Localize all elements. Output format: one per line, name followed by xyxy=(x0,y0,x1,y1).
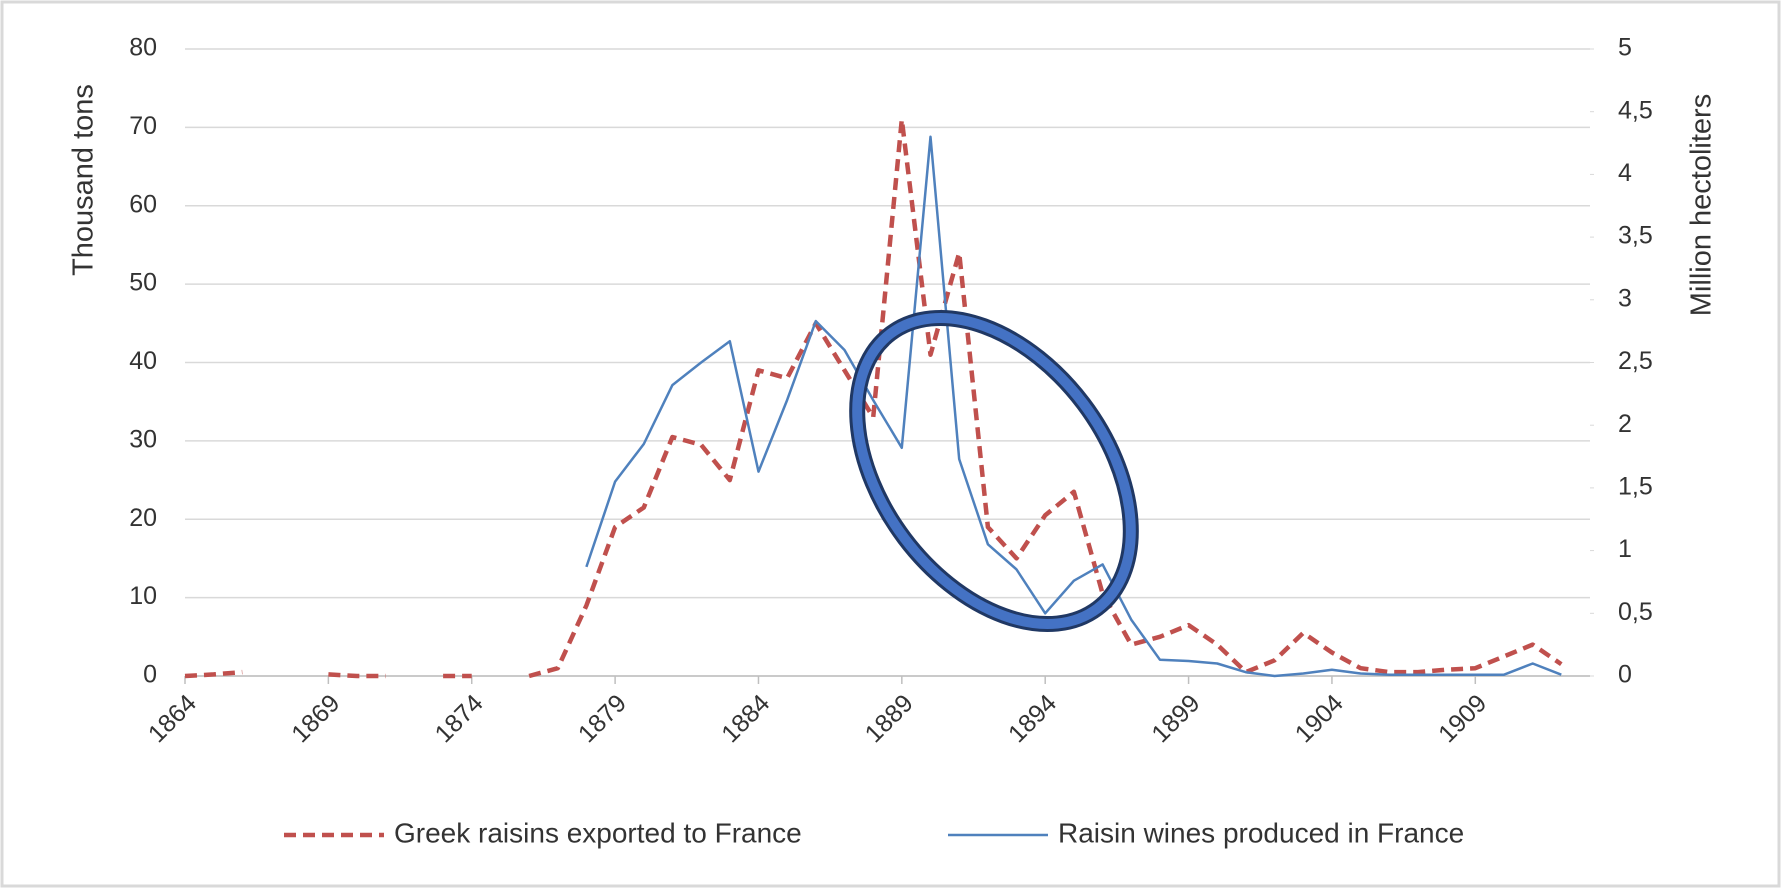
y2-tick-label: 4,5 xyxy=(1618,96,1653,124)
y2-axis-title: Million hectoliters xyxy=(1686,94,1718,316)
y2-tick-label: 1,5 xyxy=(1618,473,1653,501)
legend-label: Greek raisins exported to France xyxy=(394,817,802,848)
y2-tick-label: 1 xyxy=(1618,535,1632,563)
y2-tick-label: 3 xyxy=(1618,284,1632,312)
series-line xyxy=(184,117,1563,679)
legend-label: Raisin wines produced in France xyxy=(1058,817,1464,848)
ellipse xyxy=(852,312,1136,630)
y-tick-label: 0 xyxy=(143,661,157,689)
y2-tick-label: 0 xyxy=(1618,661,1632,689)
y-tick-label: 20 xyxy=(129,504,157,532)
y2-tick-label: 5 xyxy=(1618,34,1632,62)
y-tick-label: 30 xyxy=(129,425,157,453)
y-tick-label: 40 xyxy=(129,347,157,375)
y2-tick-label: 4 xyxy=(1618,159,1632,187)
y2-tick-label: 2,5 xyxy=(1618,347,1653,375)
y2-tick-label: 0,5 xyxy=(1618,598,1653,626)
y-tick-label: 50 xyxy=(129,269,157,297)
y-tick-label: 70 xyxy=(129,112,157,140)
y2-tick-label: 2 xyxy=(1618,410,1632,438)
annotation-ellipse xyxy=(849,309,1139,633)
y-tick-label: 60 xyxy=(129,190,157,218)
series-line xyxy=(585,135,1562,678)
y2-tick-label: 3,5 xyxy=(1618,222,1653,250)
y-axis-title: Thousand tons xyxy=(68,84,100,276)
y-tick-label: 80 xyxy=(129,34,157,62)
y-tick-label: 10 xyxy=(129,582,157,610)
